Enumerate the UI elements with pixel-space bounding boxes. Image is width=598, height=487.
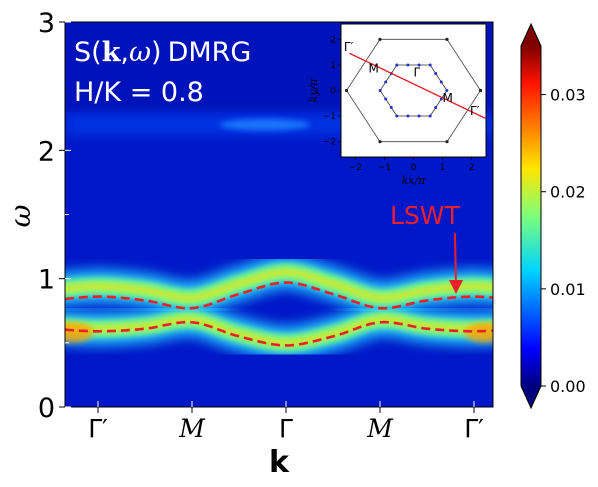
inset-x-tick-label: −2: [349, 163, 362, 173]
inset-x-tick-label: 0: [411, 163, 417, 173]
inset-bz-point: [445, 89, 449, 92]
inset-y-label: ky/π: [307, 78, 320, 103]
plot-title: S(k,ω) DMRG: [74, 37, 251, 68]
y-tick-label: 2: [38, 136, 55, 167]
inset-outer-vertex: [445, 37, 449, 41]
band-lower-core: [65, 316, 493, 346]
inset-y-tick-label: 1: [330, 61, 336, 71]
y-tick-label: 3: [38, 8, 55, 39]
x-tick-label: Γ′: [464, 414, 484, 443]
inset-outer-vertex: [478, 88, 483, 93]
inset-bz-point: [395, 63, 399, 67]
plot-subtitle: H/K = 0.8: [74, 77, 204, 108]
inset-outer-vertex: [344, 88, 349, 93]
colorbar: 0.00 0.01 0.02 0.03: [520, 22, 586, 410]
inset-path-line: [349, 52, 487, 120]
inset-point-label: M: [443, 91, 453, 105]
inset-bz-point: [428, 114, 432, 118]
inset-x-tick-label: −1: [378, 163, 391, 173]
inset-bz-point: [434, 72, 438, 76]
inset-bz-point: [406, 63, 410, 67]
spectral-bands: [65, 255, 493, 360]
colorbar-tick-label: 0.00: [550, 377, 586, 396]
colorbar-extend-bottom: [521, 386, 541, 408]
inset-bz-point: [434, 105, 438, 109]
colorbar-tick-label: 0.02: [550, 183, 586, 202]
inset-x-label: kx/π: [402, 174, 427, 187]
inset-bz-point: [406, 114, 410, 118]
colorbar-ticks: 0.00 0.01 0.02 0.03: [541, 86, 586, 396]
inset-frame: [340, 23, 487, 158]
colorbar-gradient: [521, 46, 541, 386]
inset-outer-vertex: [378, 37, 382, 41]
colorbar-tick-label: 0.03: [550, 86, 586, 105]
inset-bz-point: [439, 80, 443, 84]
inset-bz-point: [417, 63, 421, 67]
inset-point-label: Γ′: [470, 104, 480, 118]
inset-y-tick-label: 2: [330, 35, 336, 45]
lswt-arrow-line: [454, 232, 457, 288]
lswt-curves: [65, 281, 493, 347]
inset-outer-vertex: [445, 140, 449, 144]
hotspot-left: [65, 322, 93, 343]
inset-bz-point: [378, 89, 382, 92]
inset-point-label: Γ: [414, 65, 421, 79]
y-tick-label: 1: [38, 265, 55, 296]
inset-bz-point: [384, 80, 388, 84]
x-tick-label: Γ′: [88, 414, 108, 443]
inset-point-label: M: [369, 62, 379, 76]
hotspot-right: [465, 322, 493, 343]
y-tick-label: 0: [38, 393, 55, 424]
inset-bz-point: [389, 105, 393, 109]
inset-bz-point: [417, 114, 421, 118]
inset-y-tick-label: −2: [323, 138, 336, 148]
inset-bz-point: [395, 114, 399, 118]
inset-x-tick-label: 1: [440, 163, 446, 173]
x-tick-label: M: [178, 414, 206, 443]
colorbar-extend-top: [521, 24, 541, 46]
colorbar-tick-label: 0.01: [550, 280, 586, 299]
inset-y-tick-label: −1: [323, 112, 336, 122]
inset-bz-point: [384, 97, 388, 101]
lswt-lower-curve: [65, 320, 493, 347]
inset-outer-vertex: [378, 140, 382, 144]
x-axis-ticks: Γ′ M Γ M Γ′: [88, 401, 484, 443]
y-axis-label: ω: [4, 204, 37, 227]
lswt-annotation: LSWT: [390, 201, 461, 230]
inset-x-tick-label: 2: [469, 163, 475, 173]
x-tick-label: Γ: [279, 414, 293, 443]
band-upper-core: [65, 269, 493, 301]
y-axis-ticks: 0 1 2 3: [38, 8, 71, 424]
lswt-arrow-head: [449, 280, 463, 294]
inset-y-tick-label: 0: [330, 87, 336, 97]
inset-bz-point: [428, 63, 432, 67]
x-tick-label: M: [366, 414, 394, 443]
x-axis-label: k: [269, 445, 290, 480]
inset-point-label: Γ′: [344, 40, 354, 54]
lswt-upper-curve: [65, 281, 493, 310]
brillouin-zone-inset: Γ′ M Γ M Γ′ −2 −1 0 1 2 2 1 0 −1 −2 kx/π ky/π: [307, 23, 487, 187]
continuum-spot: [220, 118, 310, 131]
